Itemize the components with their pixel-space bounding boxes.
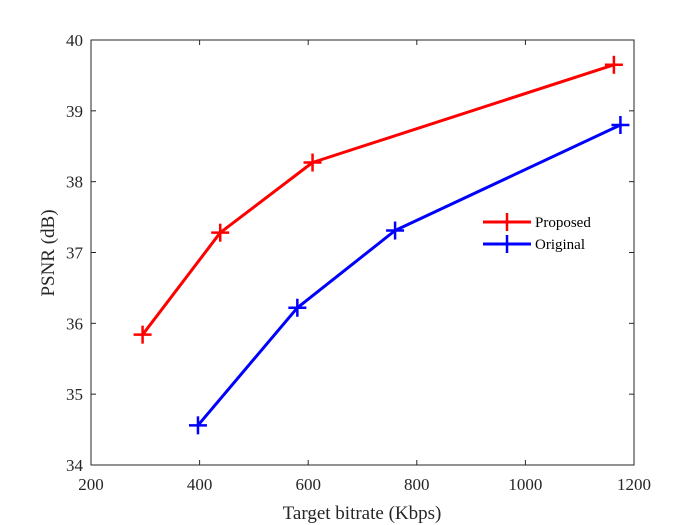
x-tick-label: 600	[295, 475, 321, 494]
y-tick-label: 37	[66, 244, 84, 263]
x-tick-label: 800	[404, 475, 430, 494]
data-point-proposed	[211, 223, 230, 242]
data-point-original	[386, 221, 405, 240]
data-point-original	[188, 416, 207, 435]
series-line-proposed	[141, 63, 615, 336]
y-axis-label: PSNR (dB)	[38, 209, 59, 296]
x-tick-label: 1000	[508, 475, 542, 494]
data-point-proposed	[133, 325, 152, 344]
series-group	[133, 55, 630, 435]
y-tick-label: 35	[66, 385, 83, 404]
y-tick-label: 39	[66, 102, 83, 121]
legend: Proposed Original	[483, 213, 591, 253]
series-line-original	[196, 123, 622, 427]
y-tick-label: 34	[66, 456, 84, 475]
x-tick-label: 400	[187, 475, 213, 494]
axes: 200 400 600 800 1000 1200 34 35 36 37 38 39 40	[66, 31, 651, 494]
data-point-original	[611, 116, 630, 134]
x-tick-label: 1200	[617, 475, 651, 494]
y-tick-label: 40	[66, 31, 83, 50]
y-tick-label: 38	[66, 173, 83, 192]
legend-label-proposed: Proposed	[535, 215, 591, 231]
data-point-proposed	[604, 55, 623, 74]
data-point-original	[288, 298, 307, 317]
x-axis-label: Target bitrate (Kbps)	[283, 503, 442, 524]
legend-label-original: Original	[535, 237, 585, 253]
data-point-proposed	[303, 153, 322, 172]
y-tick-label: 36	[66, 314, 83, 333]
x-tick-label: 200	[78, 475, 104, 494]
